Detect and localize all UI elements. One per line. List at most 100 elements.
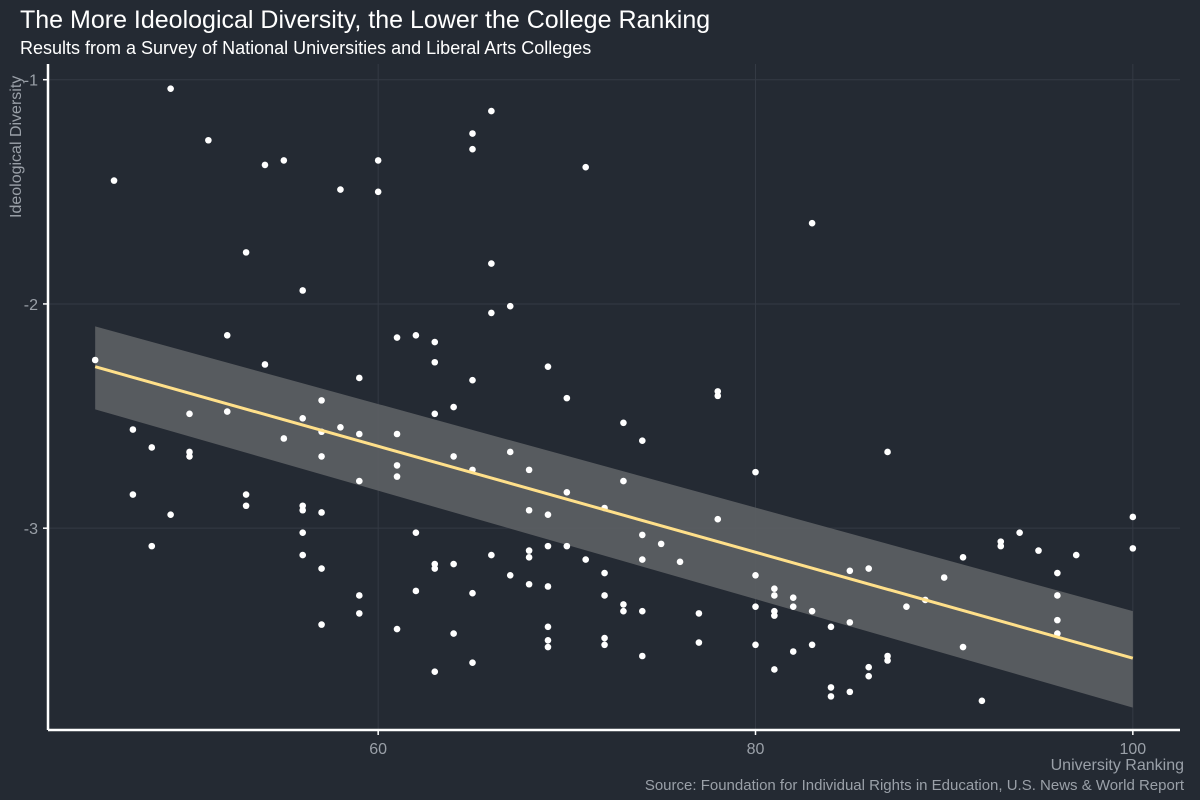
trend-line	[94, 365, 1134, 660]
data-point	[601, 634, 608, 642]
data-point	[261, 161, 269, 169]
data-point	[337, 423, 344, 431]
data-point	[620, 601, 627, 608]
data-point	[356, 374, 363, 382]
data-point	[1054, 592, 1061, 599]
y-tick-label: -2	[24, 297, 38, 314]
data-point	[827, 623, 835, 631]
data-point	[582, 556, 589, 563]
data-point	[676, 558, 684, 566]
data-point	[148, 542, 156, 550]
data-point	[997, 542, 1005, 550]
data-point	[544, 583, 552, 590]
data-point	[601, 592, 608, 599]
data-point	[469, 659, 476, 667]
data-point	[1072, 551, 1080, 559]
data-point	[280, 157, 288, 164]
data-point	[223, 408, 231, 415]
data-point	[393, 462, 401, 469]
data-point	[789, 603, 797, 610]
data-point	[223, 332, 231, 339]
data-point	[488, 107, 495, 115]
data-point	[450, 560, 457, 568]
data-point	[431, 410, 439, 418]
data-point	[771, 585, 778, 593]
data-point	[714, 515, 722, 523]
data-point	[525, 506, 533, 514]
data-point	[299, 506, 307, 514]
data-point	[846, 567, 854, 575]
data-point	[884, 657, 891, 664]
data-point	[450, 403, 457, 411]
data-point	[752, 571, 759, 579]
data-point	[865, 565, 872, 572]
data-point	[412, 587, 420, 595]
data-point	[639, 652, 646, 660]
data-point	[695, 610, 703, 617]
data-point	[1054, 616, 1061, 624]
data-point	[186, 410, 193, 418]
x-tick-label: 80	[747, 741, 765, 758]
data-point	[752, 641, 759, 649]
data-point	[525, 580, 533, 588]
data-point	[488, 551, 495, 559]
data-point	[789, 594, 797, 601]
data-point	[884, 448, 891, 456]
data-point	[639, 531, 646, 539]
data-point	[205, 136, 212, 144]
data-point	[110, 177, 118, 184]
data-point	[356, 592, 363, 599]
data-point	[714, 392, 722, 400]
data-point	[563, 394, 571, 402]
data-point	[450, 630, 457, 637]
data-point	[261, 361, 269, 368]
data-point	[846, 619, 854, 626]
data-point	[431, 358, 439, 366]
data-point	[356, 477, 363, 485]
data-point	[318, 621, 325, 628]
data-point	[374, 157, 382, 164]
confidence-band	[95, 326, 1133, 708]
data-point	[299, 529, 307, 536]
x-axis-label: University Ranking	[1050, 757, 1184, 774]
data-point	[601, 641, 608, 649]
data-point	[544, 363, 552, 371]
data-point	[525, 547, 533, 554]
data-point	[959, 554, 967, 561]
data-point	[620, 607, 627, 615]
data-point	[488, 309, 495, 317]
data-point	[299, 415, 307, 422]
data-point	[393, 473, 401, 480]
data-point	[544, 623, 552, 631]
data-point	[865, 663, 872, 671]
y-tick-label: -3	[24, 521, 38, 538]
data-point	[544, 511, 552, 519]
data-point	[752, 603, 759, 610]
data-point	[771, 592, 778, 599]
data-point	[620, 477, 627, 485]
data-point	[620, 419, 627, 427]
data-point	[393, 430, 401, 438]
data-point	[771, 612, 778, 619]
data-point	[771, 666, 778, 673]
data-point	[1129, 513, 1137, 521]
data-point	[978, 697, 986, 705]
data-point	[242, 502, 250, 510]
data-point	[431, 338, 439, 346]
data-point	[318, 453, 325, 460]
data-point	[525, 554, 533, 561]
data-point	[469, 376, 476, 384]
data-point	[506, 302, 514, 310]
data-point	[167, 85, 174, 92]
data-point	[129, 426, 137, 433]
data-point	[808, 641, 816, 649]
data-point	[469, 589, 476, 597]
data-point	[337, 186, 344, 193]
data-point	[827, 693, 835, 700]
data-point	[544, 542, 552, 550]
data-point	[1035, 547, 1042, 554]
data-point	[431, 668, 439, 675]
data-point	[506, 571, 514, 579]
data-point	[242, 491, 250, 498]
